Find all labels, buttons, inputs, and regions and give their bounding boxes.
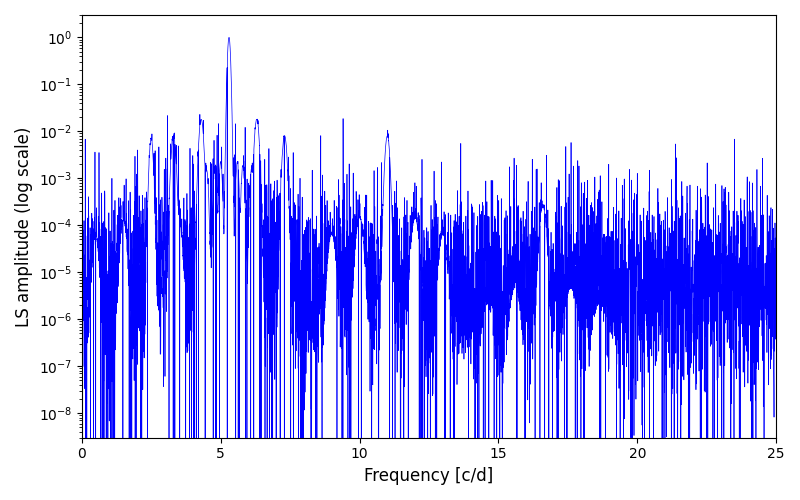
X-axis label: Frequency [c/d]: Frequency [c/d] bbox=[364, 467, 494, 485]
Y-axis label: LS amplitude (log scale): LS amplitude (log scale) bbox=[15, 126, 33, 326]
